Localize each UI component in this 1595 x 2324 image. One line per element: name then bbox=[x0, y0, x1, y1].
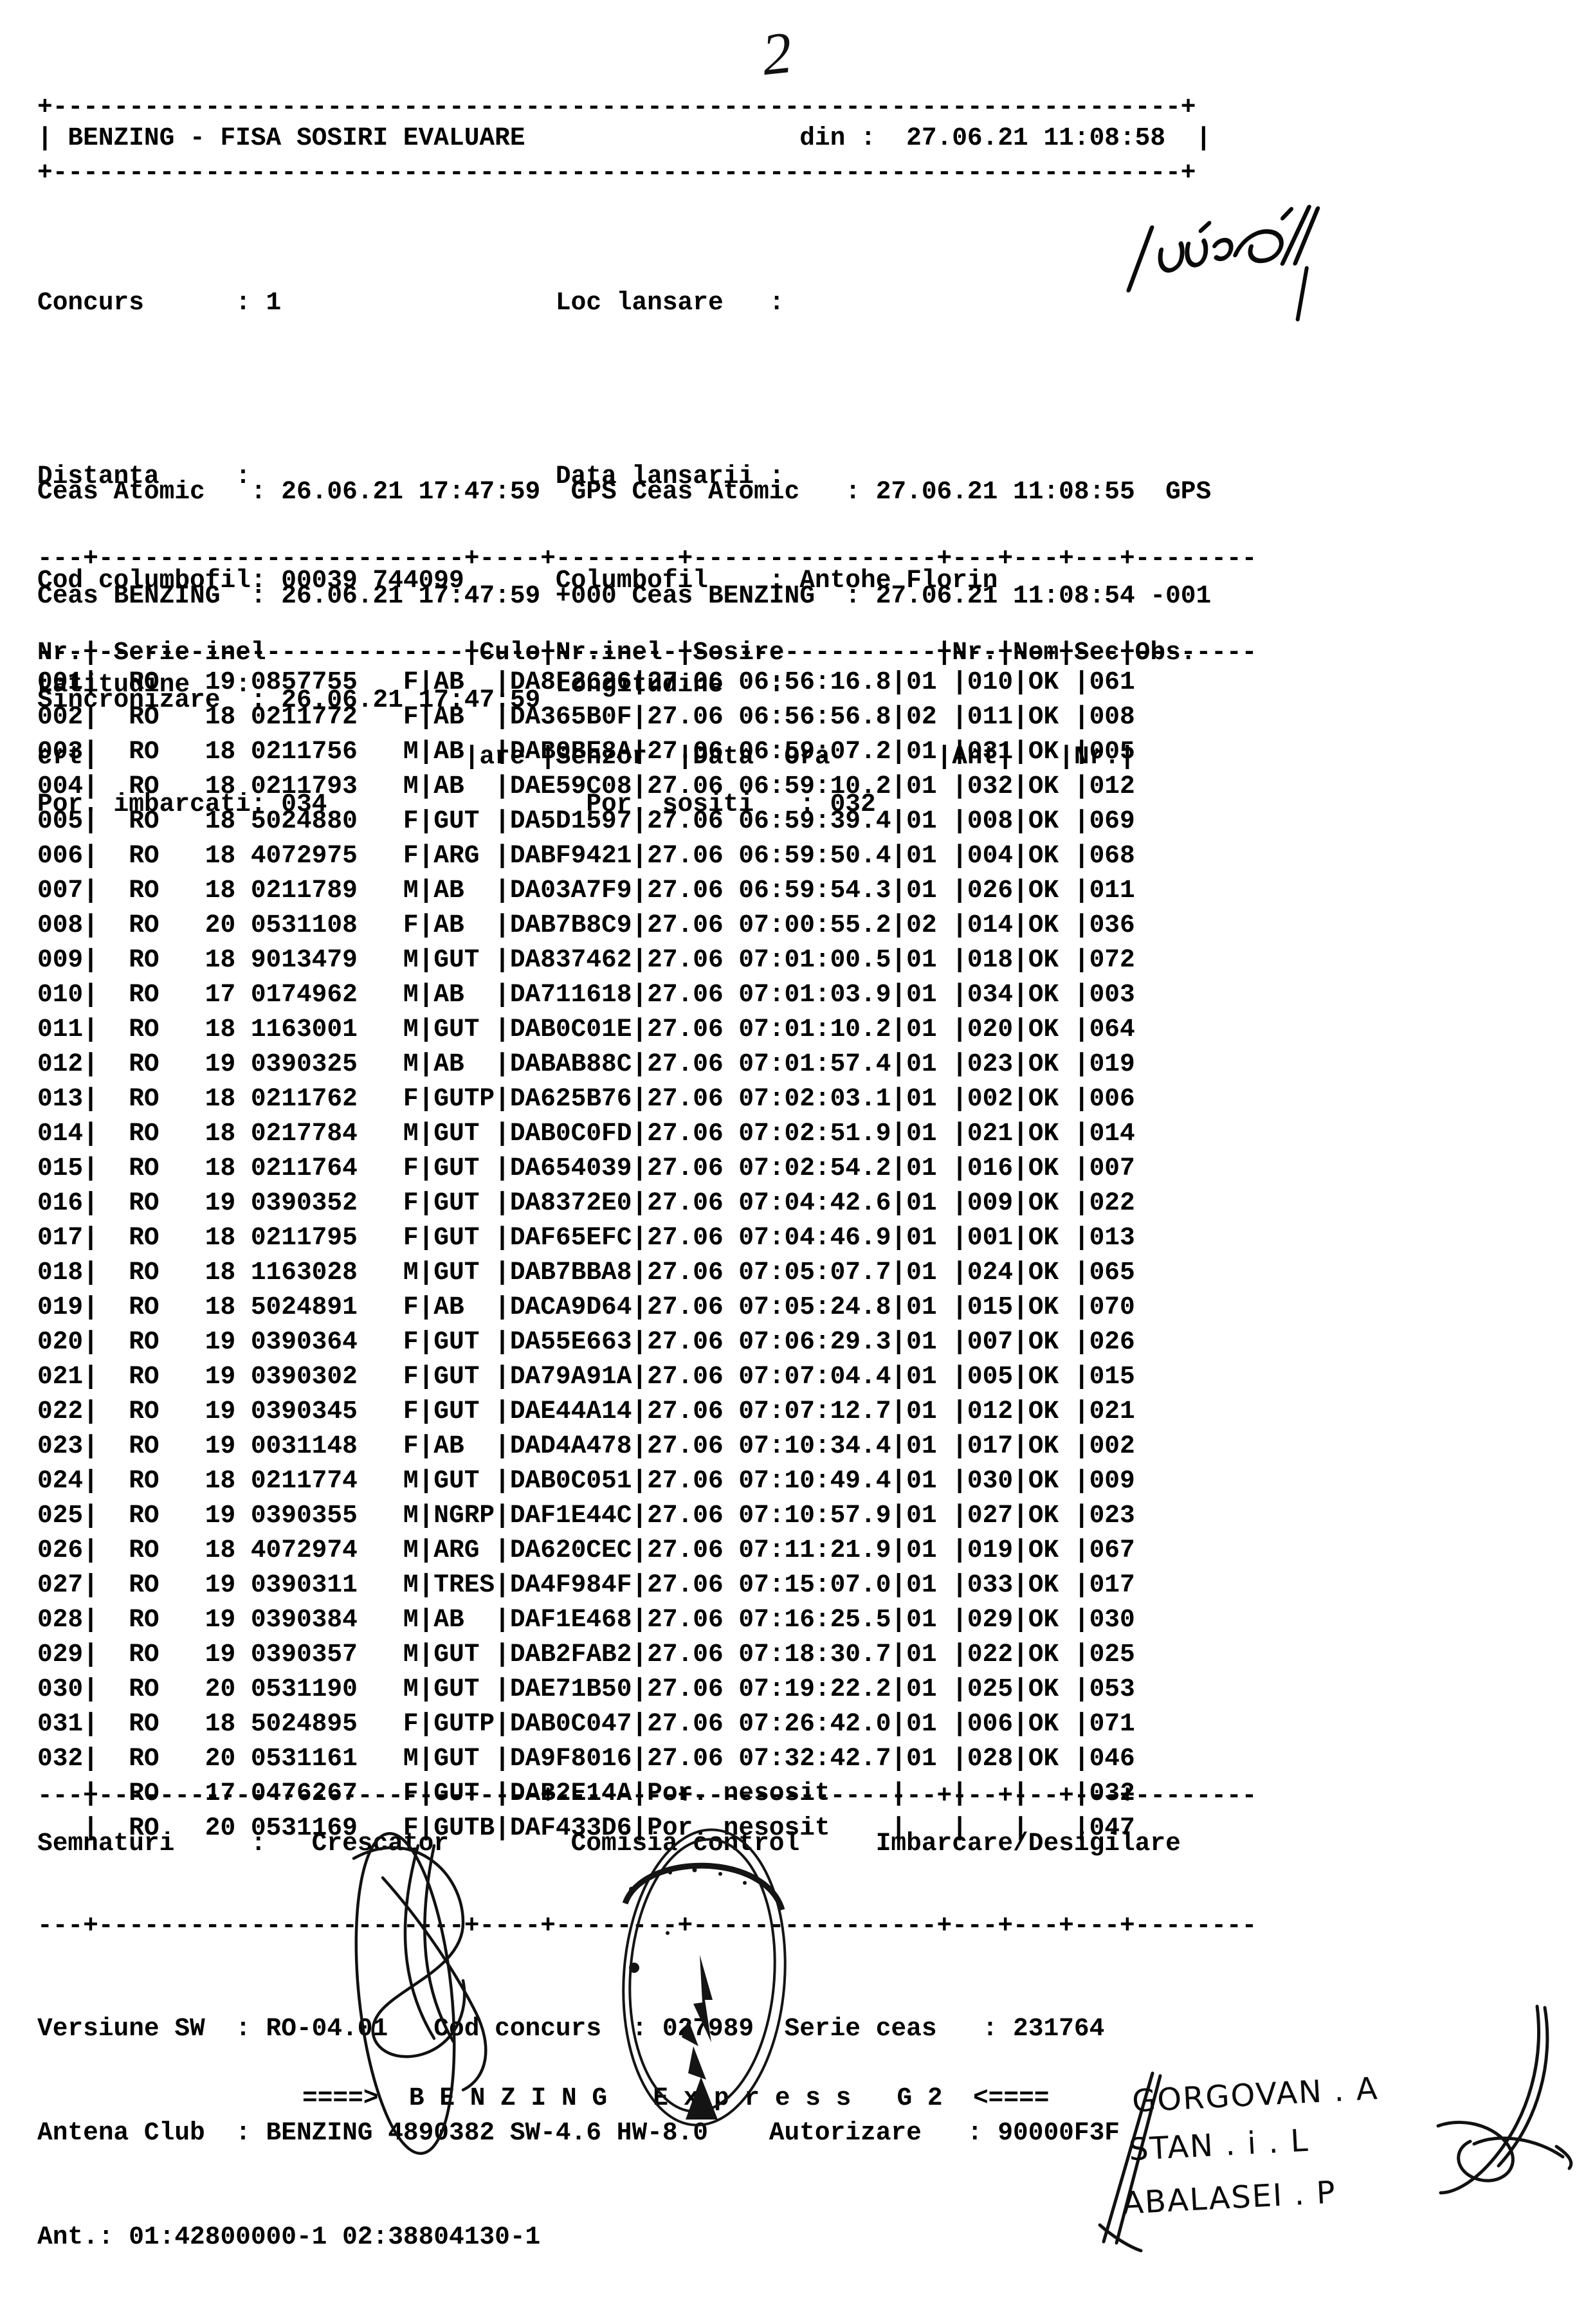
header-rule-bottom: +---------------------------------------… bbox=[37, 158, 1196, 187]
info-line-latitudine: Latitudine : Longitudine : bbox=[37, 670, 785, 699]
table-row: 004| RO 18 0211793 M|AB |DAE59C08|27.06 … bbox=[37, 772, 1151, 801]
table-row: 007| RO 18 0211789 M|AB |DA03A7F9|27.06 … bbox=[37, 876, 1151, 905]
table-row: 032| RO 20 0531161 M|GUT |DA9F8016|27.06… bbox=[37, 1744, 1151, 1773]
handwritten-loc-lansare bbox=[1120, 197, 1357, 308]
table-row: 022| RO 19 0390345 F|GUT |DAE44A14|27.06… bbox=[37, 1397, 1151, 1426]
table-row: 005| RO 18 5024880 F|GUT |DA5D1597|27.06… bbox=[37, 806, 1151, 835]
table-row: 024| RO 18 0211774 M|GUT |DAB0C051|27.06… bbox=[37, 1466, 1151, 1495]
table-row: 027| RO 19 0390311 M|TRES|DA4F984F|27.06… bbox=[37, 1570, 1151, 1599]
header-rule-top: +---------------------------------------… bbox=[37, 93, 1196, 122]
footer-rule: ---+------------------------+----+------… bbox=[37, 1911, 1257, 1940]
table-row: 012| RO 19 0390325 M|AB |DABAB88C|27.06 … bbox=[37, 1049, 1151, 1078]
table-row: 001| RO 19 0857755 F|AB |DA8F2626|27.06 … bbox=[37, 667, 1151, 696]
info-line-distanta: Distanta : Data lansarii : bbox=[37, 462, 785, 491]
table-row: 020| RO 19 0390364 F|GUT |DA55E663|27.06… bbox=[37, 1327, 1151, 1356]
table-row: 029| RO 19 0390357 M|GUT |DAB2FAB2|27.06… bbox=[37, 1640, 1151, 1669]
table-row: 025| RO 19 0390355 M|NGRP|DAF1E44C|27.06… bbox=[37, 1501, 1151, 1530]
footer-line-antena: Antena Club : BENZING 4890382 SW-4.6 HW-… bbox=[37, 2118, 1120, 2147]
table-row: 015| RO 18 0211764 F|GUT |DA654039|27.06… bbox=[37, 1154, 1151, 1183]
table-row: 002| RO 18 0211772 F|AB |DA365B0F|27.06 … bbox=[37, 702, 1151, 731]
table-row: 011| RO 18 1163001 M|GUT |DAB0C01E|27.06… bbox=[37, 1015, 1151, 1044]
handwritten-flourish bbox=[1436, 2004, 1573, 2195]
clock-info-block: Ceas Atomic : 26.06.21 17:47:59 GPS Ceas… bbox=[37, 405, 1211, 891]
page-number-handwritten: 2 bbox=[758, 19, 796, 88]
table-body: 001| RO 19 0857755 F|AB |DA8F2626|27.06 … bbox=[37, 665, 1150, 1846]
table-row: 010| RO 17 0174962 M|AB |DA711618|27.06 … bbox=[37, 980, 1151, 1009]
table-row: 023| RO 19 0031148 F|AB |DAD4A478|27.06 … bbox=[37, 1431, 1151, 1460]
table-row: 028| RO 19 0390384 M|AB |DAF1E468|27.06 … bbox=[37, 1605, 1151, 1634]
table-row: 013| RO 18 0211762 F|GUTP|DA625B76|27.06… bbox=[37, 1084, 1151, 1113]
table-row: 006| RO 18 4072975 F|ARG |DABF9421|27.06… bbox=[37, 841, 1151, 870]
table-rule-bottom: ---+------------------------+----+------… bbox=[37, 1781, 1257, 1810]
clock-line-sincronizare: Sincronizare : 26.06.21 17:47:59 bbox=[37, 685, 541, 714]
signature-crescator bbox=[315, 1801, 585, 2161]
info-line-cod-columbofil: Cod columbofil: 00039 744099 Columbofil … bbox=[37, 566, 998, 595]
table-row: | RO 17 0476267 F|GUT |DAB2E14A|Por. nes… bbox=[37, 1779, 1151, 1808]
table-rule-header-bottom: ---+------------------------+----+------… bbox=[37, 638, 1257, 667]
clock-line-atomic: Ceas Atomic : 26.06.21 17:47:59 GPS Ceas… bbox=[37, 477, 1212, 506]
table-header-line-2: crt| |are |Senzor |Data Ora |Ant| |Nr.| bbox=[37, 742, 1135, 771]
table-row: | RO 20 0531169 F|GUTB|DAF433D6|Por. nes… bbox=[37, 1813, 1151, 1842]
info-line-concurs: Concurs : 1 Loc lansare : bbox=[37, 288, 785, 317]
footer-block: Versiune SW : RO-04.01 Cod concurs : 027… bbox=[37, 1942, 1120, 2324]
table-row: 026| RO 18 4072974 M|ARG |DA620CEC|27.06… bbox=[37, 1536, 1151, 1565]
official-stamp bbox=[592, 1807, 817, 2154]
handwritten-data-lansarii bbox=[1271, 260, 1340, 335]
report-title-row: | BENZING - FISA SOSIRI EVALUARE din : 2… bbox=[37, 123, 1212, 152]
table-rule-top: ---+------------------------+----+------… bbox=[37, 544, 1257, 573]
table-row: 008| RO 20 0531108 F|AB |DAB7B8C9|27.06 … bbox=[37, 911, 1151, 940]
table-row: 003| RO 18 0211756 M|AB |DAB0BE8A|27.06 … bbox=[37, 737, 1151, 766]
signatures-row: Semnaturi : Crescator Comisia control Im… bbox=[37, 1829, 1181, 1858]
table-row: 019| RO 18 5024891 F|AB |DACA9D64|27.06 … bbox=[37, 1293, 1151, 1321]
footer-line-ant: Ant.: 01:42800000-1 02:38804130-1 bbox=[37, 2222, 541, 2251]
table-row: 016| RO 19 0390352 F|GUT |DA8372E0|27.06… bbox=[37, 1188, 1151, 1217]
table-row: 018| RO 18 1163028 M|GUT |DAB7BBA8|27.06… bbox=[37, 1258, 1151, 1287]
table-row: 017| RO 18 0211795 F|GUT |DAF65EFC|27.06… bbox=[37, 1223, 1151, 1252]
table-row: 031| RO 18 5024895 F|GUTP|DAB0C047|27.06… bbox=[37, 1709, 1151, 1738]
table-header-line-1: Nr.| Serie inel |Culo|Nr.inel |Sosire |N… bbox=[37, 638, 1196, 667]
table-header: Nr.| Serie inel |Culo|Nr.inel |Sosire |N… bbox=[37, 566, 1196, 844]
table-row: 021| RO 19 0390302 F|GUT |DA79A91A|27.06… bbox=[37, 1362, 1151, 1391]
handwritten-committee-names: GORGOVAN . A STAN . i . L ABALASEI . P bbox=[1093, 2004, 1595, 2257]
benzing-express-banner: ====> B E N Z I N G E x p r e s s G 2 <=… bbox=[302, 2083, 1050, 2112]
table-row: 030| RO 20 0531190 M|GUT |DAE71B50|27.06… bbox=[37, 1675, 1151, 1703]
table-row: 009| RO 18 9013479 M|GUT |DA837462|27.06… bbox=[37, 945, 1151, 974]
benzing-arrival-sheet: 2 +-------------------------------------… bbox=[37, 19, 1595, 2257]
clock-line-benzing: Ceas BENZING : 26.06.21 17:47:59 +000 Ce… bbox=[37, 581, 1212, 610]
competition-info-block: Concurs : 1 Loc lansare : Distanta : Dat… bbox=[37, 216, 998, 772]
clock-line-pigeon-counts: Por. imbarcati: 034 Por. sositi : 032 bbox=[37, 790, 876, 819]
table-row: 014| RO 18 0217784 M|GUT |DAB0C0FD|27.06… bbox=[37, 1119, 1151, 1148]
